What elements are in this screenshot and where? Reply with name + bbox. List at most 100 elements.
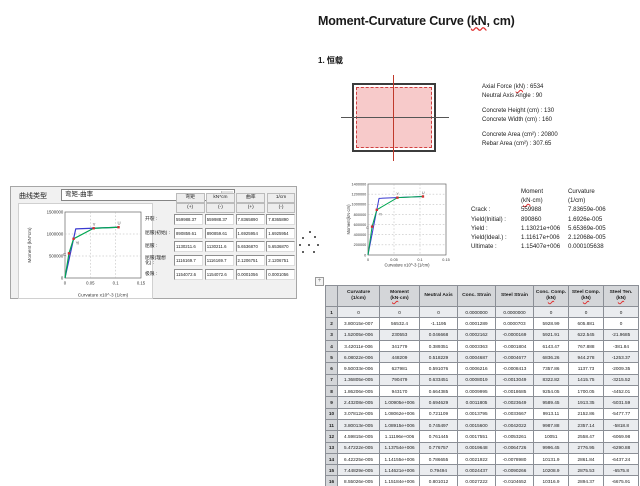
results-cell: 0: [603, 305, 639, 319]
page-title-text: Moment-Curvature Curve (: [318, 14, 471, 28]
dialog-value-input[interactable]: 1116169.7: [174, 255, 204, 267]
mc-row-label: Yield(Initial) :: [471, 215, 506, 223]
results-cell: -6437.24: [603, 452, 639, 466]
results-cell: 7357.86: [533, 362, 569, 375]
results-cell: 9913.11: [533, 407, 569, 420]
results-cell: 10051: [533, 430, 569, 443]
section-vertical-axis: [393, 75, 394, 161]
dialog-value-input[interactable]: 1154072.6: [204, 268, 235, 280]
dialog-results-table: 弯矩 kN*cm 曲率 1/cm (+) (-) (+) (-) 开裂 :559988.37 55…: [145, 192, 297, 281]
results-cell: -0.0018685: [495, 385, 534, 398]
results-cell: -0.0004677: [495, 351, 534, 364]
results-cell: -0.0001804: [495, 339, 534, 353]
svg-text:C: C: [366, 226, 369, 230]
mc-moment-value: 1.15407e+006: [521, 243, 561, 251]
results-cell: 1137.73: [568, 362, 604, 375]
results-cell: 10208.9: [533, 464, 569, 477]
results-cell: 4.59815e-005: [337, 430, 380, 443]
results-header-unit-text2: ): [554, 296, 556, 301]
dialog-value-input[interactable]: 0.0001056: [235, 268, 265, 280]
results-cell: 0.79494: [419, 464, 458, 477]
table-row: 12 4.59815e-005 1.11196e+006 0.761445 0.0017…: [325, 430, 639, 443]
svg-text:Yi: Yi: [379, 212, 382, 216]
svg-text:0.05: 0.05: [390, 258, 397, 262]
dialog-value-input[interactable]: 559988.37: [204, 214, 235, 226]
dialog-value-input[interactable]: 2.1206751: [266, 255, 296, 267]
dialog-value-input[interactable]: 2.1206751: [235, 255, 265, 267]
mc-spacer: [471, 196, 521, 205]
results-cell: -2009.35: [603, 362, 639, 375]
dialog-value-input[interactable]: 0.0001056: [266, 268, 296, 280]
results-cell: 341779: [379, 339, 420, 353]
results-column-header: Steel Comp. (kN): [568, 285, 604, 307]
results-cell: 230553: [379, 328, 420, 341]
results-cell: 627981: [379, 362, 420, 375]
dialog-value-input[interactable]: 890859.61: [204, 227, 235, 239]
dialog-value-input[interactable]: 559988.37: [174, 214, 204, 226]
page-title-text-2: , cm): [486, 14, 515, 28]
results-cell: 0.801012: [419, 475, 458, 486]
dialog-value-input[interactable]: 1154072.6: [174, 268, 204, 280]
results-cell: -6069.98: [603, 430, 639, 443]
results-cell: -0.0013049: [495, 373, 534, 387]
mc-moment-unit-kn: kN: [523, 197, 531, 205]
table-move-handle[interactable]: +: [315, 277, 324, 286]
results-header-line1: Conc. Comp.: [535, 289, 567, 295]
results-cell: 0.745497: [419, 418, 458, 432]
dialog-value-input[interactable]: 1.6925954: [266, 227, 296, 239]
mc-moment-unit-text2: ·cm): [530, 197, 543, 205]
results-cell: -0.0000169: [495, 328, 534, 341]
dialog-table-row: 屈服(初始) :890859.61 890859.61 1.6925954 1.692…: [145, 227, 297, 241]
results-cell: 10316.9: [533, 475, 569, 486]
results-cell: 1.00905e+006: [379, 396, 420, 409]
results-header-line1: Conc. Strain: [462, 292, 491, 298]
results-cell: -0.0033667: [495, 407, 534, 420]
dialog-row-label: 屈服(理想化) :: [145, 255, 166, 266]
results-cell: 0.0008019: [457, 373, 496, 387]
results-cell: -1.1195: [419, 317, 458, 330]
mc-curvature-value: 2.12068e-005: [568, 234, 606, 242]
table-row: 10 3.07812e-005 1.08062e+006 0.721109 0.0013…: [325, 407, 639, 420]
results-cell: -0.0064726: [495, 441, 534, 454]
results-cell: -0.0078980: [495, 452, 534, 466]
results-cell: 0.0003363: [457, 339, 496, 353]
results-cell: 0.0000000: [457, 305, 496, 319]
dialog-value-input[interactable]: 1116169.7: [204, 255, 235, 267]
results-cell: 1700.05: [568, 385, 604, 398]
dialog-value-input[interactable]: 1130211.6: [204, 241, 235, 253]
results-cell: 2776.95: [568, 441, 604, 454]
dialog-value-input[interactable]: 7.8365890: [266, 214, 296, 226]
row-number-cell: 9: [325, 396, 338, 409]
mc-row-label: Yield :: [471, 224, 488, 232]
mc-moment-unit: (kN·cm): [521, 197, 543, 204]
table-row: 9 2.43208e-005 1.00905e+006 0.694629 0.00118…: [325, 396, 639, 409]
dialog-value-input[interactable]: 1130211.6: [174, 241, 204, 253]
results-column-header: Steel Strain: [495, 285, 534, 307]
table-row: 4 3.42011e-006 341779 0.389351 0.0003363 -0.0…: [325, 339, 639, 353]
dialog-value-input[interactable]: 1.6925954: [235, 227, 265, 239]
dialog-sign-row: (+) (-) (+) (-): [145, 202, 297, 213]
results-cell: 0: [533, 305, 569, 319]
dialog-value-input[interactable]: 5.6536870: [235, 241, 265, 253]
plus-icon: +: [317, 278, 322, 284]
results-header-unit: (kN): [546, 296, 556, 301]
results-header-unit-text: (: [616, 296, 618, 301]
svg-text:C: C: [63, 252, 66, 257]
results-cell: -6575.8: [603, 464, 639, 477]
results-cell: 9254.05: [533, 385, 569, 398]
svg-text:0.1: 0.1: [113, 280, 120, 285]
results-header-unit-kn: kN: [617, 296, 625, 301]
mc-spacer: [471, 187, 521, 196]
section-property: Neutral Axis Angle : 90: [482, 93, 542, 99]
dialog-value-input[interactable]: 7.8365890: [235, 214, 265, 226]
results-header-unit-kn: kN: [582, 296, 590, 301]
svg-text:400000: 400000: [354, 233, 367, 237]
results-cell: 5928.99: [533, 317, 569, 330]
dialog-table-row: 屈服(理想化) :1116169.7 1116169.7 2.1206751 2.12…: [145, 254, 297, 268]
dialog-value-input[interactable]: 890859.61: [174, 227, 204, 239]
dialog-value-input[interactable]: 5.6536870: [266, 241, 296, 253]
section-property-line: Concrete Area (cm²) : 20800: [482, 131, 558, 140]
svg-text:U: U: [422, 191, 425, 195]
results-header-line1: Curvature: [346, 289, 371, 295]
